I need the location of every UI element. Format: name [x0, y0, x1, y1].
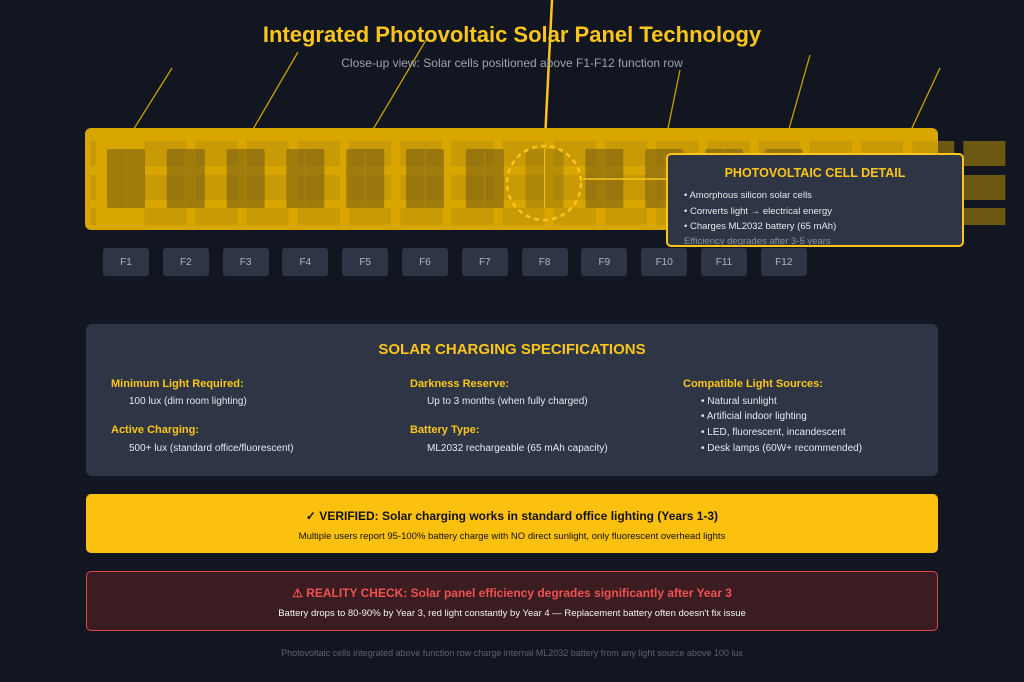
active-charging-label: Active Charging: [111, 424, 200, 436]
reality-text: Battery drops to 80-90% by Year 3, red l… [278, 608, 746, 619]
page-subtitle: Close-up view: Solar cells positioned ab… [341, 56, 683, 70]
panel-grid-block [605, 208, 647, 225]
verified-heading: ✓ VERIFIED: Solar charging works in stan… [305, 509, 719, 523]
reality-heading: ⚠ REALITY CHECK: Solar panel efficiency … [292, 586, 732, 600]
panel-grid-block [502, 208, 545, 225]
function-key-f9: F9 [581, 248, 628, 276]
function-key-f2: F2 [162, 248, 209, 276]
panel-grid-block [297, 208, 340, 225]
function-key-f5: F5 [342, 248, 389, 276]
reality-check-banner: ⚠ REALITY CHECK: Solar panel efficiency … [86, 571, 938, 631]
function-key-f3: F3 [222, 248, 269, 276]
panel-grid-block [963, 208, 1006, 225]
verified-text: Multiple users report 95-100% battery ch… [298, 531, 726, 542]
function-key-f10: F10 [641, 248, 688, 276]
min-light-label: Minimum Light Required: [111, 378, 244, 390]
photovoltaic-detail-callout: PHOTOVOLTAIC CELL DETAIL • Amorphous sil… [666, 153, 964, 247]
min-light-value: 100 lux (dim room lighting) [129, 396, 247, 407]
panel-grid-block [246, 208, 289, 225]
specs-title: SOLAR CHARGING SPECIFICATIONS [378, 341, 646, 358]
light-sources-label: Compatible Light Sources: [683, 378, 823, 390]
light-source-item: • Natural sunlight [701, 396, 777, 407]
function-key-f11: F11 [701, 248, 747, 276]
panel-grid-block [502, 141, 545, 166]
darkness-reserve-value: Up to 3 months (when fully charged) [427, 396, 588, 407]
page-title: Integrated Photovoltaic Solar Panel Tech… [262, 22, 762, 47]
panel-grid-block [90, 141, 96, 166]
callout-item: • Converts light → electrical energy [684, 206, 832, 217]
panel-grid-block [90, 175, 96, 200]
panel-grid-block [963, 175, 1006, 200]
verified-banner: ✓ VERIFIED: Solar charging works in stan… [86, 494, 938, 553]
panel-grid-block [400, 208, 443, 225]
darkness-reserve-label: Darkness Reserve: [410, 378, 510, 390]
footer-note: Photovoltaic cells integrated above func… [281, 648, 743, 658]
light-ray-highlight [543, 0, 554, 141]
panel-grid-block [195, 208, 238, 225]
light-source-item: • Artificial indoor lighting [701, 411, 807, 422]
function-key-f6: F6 [402, 248, 448, 276]
light-ray [244, 51, 299, 144]
specifications-panel: SOLAR CHARGING SPECIFICATIONS Minimum Li… [86, 324, 938, 476]
function-key-f8: F8 [521, 248, 568, 276]
panel-grid-block [144, 208, 187, 225]
callout-note: Efficiency degrades after 3-5 years [684, 236, 831, 247]
active-charging-value: 500+ lux (standard office/fluorescent) [129, 443, 294, 454]
callout-item: • Amorphous silicon solar cells [684, 190, 812, 201]
function-key-f12: F12 [760, 248, 807, 276]
highlight-circle [505, 144, 583, 222]
callout-title: PHOTOVOLTAIC CELL DETAIL [724, 166, 906, 180]
function-key-f7: F7 [461, 248, 508, 276]
light-source-item: • Desk lamps (60W+ recommended) [701, 443, 863, 454]
panel-grid-block [963, 141, 1006, 166]
function-key-f4: F4 [282, 248, 329, 276]
panel-grid-block [553, 208, 596, 225]
light-source-item: • LED, fluorescent, incandescent [701, 427, 846, 438]
light-ray [364, 39, 427, 144]
panel-grid-block [451, 208, 494, 225]
battery-type-label: Battery Type: [410, 424, 480, 436]
function-key-f1: F1 [103, 248, 149, 276]
panel-grid-block [90, 208, 96, 225]
panel-grid-block [349, 208, 391, 225]
callout-item: • Charges ML2032 battery (65 mAh) [684, 221, 837, 232]
battery-type-value: ML2032 rechargeable (65 mAh capacity) [427, 443, 608, 454]
